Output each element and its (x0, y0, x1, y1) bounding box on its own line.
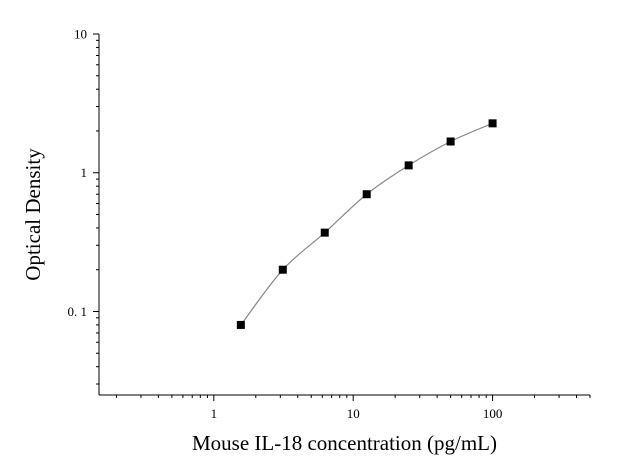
tick-labels: 1 10 100 0. 1 1 10 (68, 27, 503, 422)
x-tick-label: 10 (347, 406, 360, 421)
data-point-marker (320, 228, 329, 237)
data-point-marker (278, 265, 287, 274)
y-tick-label: 1 (81, 165, 88, 180)
data-point-marker (404, 161, 413, 170)
x-tick-label: 1 (211, 406, 218, 421)
y-tick-label: 10 (74, 27, 87, 42)
x-tick-label: 100 (483, 406, 503, 421)
data-point-marker (488, 119, 497, 128)
fit-curve (240, 122, 493, 326)
data-point-marker (362, 190, 371, 199)
x-axis-title: Mouse IL-18 concentration (pg/mL) (192, 431, 497, 455)
data-point-marker (236, 320, 245, 329)
data-point-marker (446, 137, 455, 146)
data-points (236, 119, 497, 329)
y-tick-label: 0. 1 (68, 304, 88, 319)
y-axis-title: Optical Density (21, 148, 45, 281)
tick-marks (93, 33, 591, 401)
